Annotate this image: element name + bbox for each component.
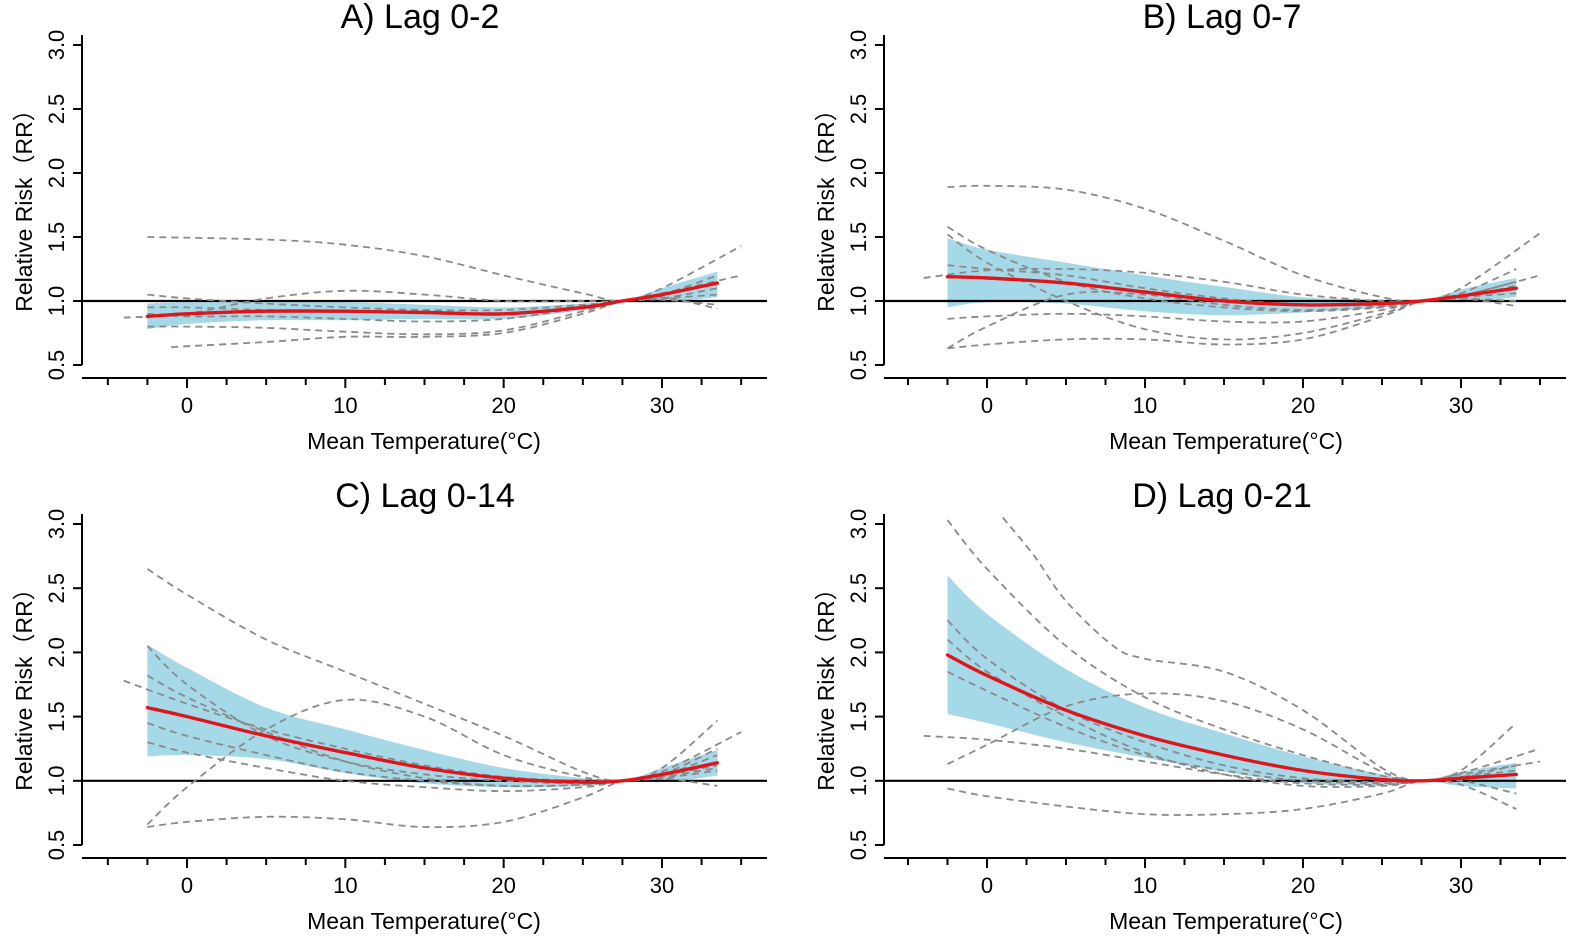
y-axis-label: Relative Risk（RR） <box>11 577 37 790</box>
y-tick-label: 0.5 <box>846 350 871 381</box>
panel-a: A) Lag 0-2 Mean Temperature(°C) Relative… <box>11 0 767 454</box>
y-axis-label: Relative Risk（RR） <box>11 98 37 311</box>
y-tick-label: 2.5 <box>846 573 871 604</box>
panel-b: B) Lag 0-7 Mean Temperature(°C) Relative… <box>813 0 1566 454</box>
y-tick-label: 2.5 <box>846 94 871 125</box>
x-axis-label: Mean Temperature(°C) <box>307 428 541 454</box>
y-tick-label: 2.0 <box>846 158 871 189</box>
y-tick-label: 3.0 <box>44 30 69 61</box>
y-tick-label: 1.5 <box>44 701 69 732</box>
y-axis-label: Relative Risk（RR） <box>813 98 839 311</box>
panel-title: B) Lag 0-7 <box>1143 0 1302 36</box>
y-tick-label: 2.0 <box>846 637 871 668</box>
panel-c: C) Lag 0-14 Mean Temperature(°C) Relativ… <box>11 477 767 934</box>
y-tick-label: 1.0 <box>846 766 871 797</box>
pooled-curve <box>945 275 1518 307</box>
x-tick-label: 0 <box>981 393 993 418</box>
y-tick-label: 1.0 <box>44 766 69 797</box>
confidence-band <box>147 271 718 330</box>
y-tick-label: 0.5 <box>44 830 69 861</box>
y-tick-label: 1.5 <box>846 222 871 253</box>
y-tick-label: 1.5 <box>846 701 871 732</box>
x-tick-label: 10 <box>333 393 357 418</box>
city-curve-1 <box>947 184 1541 303</box>
city-curve-2 <box>1002 517 1541 782</box>
y-tick-label: 2.5 <box>44 94 69 125</box>
confidence-band <box>147 644 718 788</box>
x-tick-label: 30 <box>1449 393 1473 418</box>
x-tick-label: 10 <box>333 873 357 898</box>
x-tick-label: 20 <box>491 393 515 418</box>
city-curve-6 <box>171 295 718 348</box>
x-tick-label: 10 <box>1133 393 1157 418</box>
x-tick-label: 20 <box>491 873 515 898</box>
y-tick-label: 3.0 <box>846 509 871 540</box>
confidence-band <box>947 575 1517 789</box>
y-axis-label: Relative Risk（RR） <box>813 577 839 790</box>
panel-d: D) Lag 0-21 Mean Temperature(°C) Relativ… <box>813 477 1566 934</box>
panel-title: C) Lag 0-14 <box>335 477 515 515</box>
y-tick-label: 3.0 <box>44 509 69 540</box>
city-curve-6 <box>147 776 718 829</box>
x-tick-label: 30 <box>650 873 674 898</box>
y-tick-label: 1.0 <box>846 286 871 317</box>
x-tick-label: 10 <box>1133 873 1157 898</box>
city-curve-4 <box>146 645 718 785</box>
y-tick-label: 1.0 <box>44 286 69 317</box>
city-curve-3 <box>947 226 1517 313</box>
y-tick-label: 0.5 <box>846 830 871 861</box>
pooled-curve <box>145 281 720 319</box>
x-tick-label: 20 <box>1291 393 1315 418</box>
y-tick-label: 1.5 <box>44 222 69 253</box>
pooled-curve <box>145 705 720 784</box>
city-curve-5 <box>947 290 1517 350</box>
x-tick-label: 20 <box>1291 873 1315 898</box>
city-curve-6 <box>947 779 1517 816</box>
x-tick-label: 30 <box>650 393 674 418</box>
y-tick-label: 2.0 <box>44 158 69 189</box>
city-curve-1 <box>147 236 742 303</box>
panel-title: A) Lag 0-2 <box>341 0 500 36</box>
x-axis-label: Mean Temperature(°C) <box>307 908 541 934</box>
y-tick-label: 2.0 <box>44 637 69 668</box>
pooled-curve <box>945 653 1518 783</box>
city-curve-1 <box>946 519 1517 782</box>
city-curve-7 <box>946 233 1517 341</box>
panel-title: D) Lag 0-21 <box>1132 477 1312 515</box>
x-tick-label: 0 <box>181 393 193 418</box>
y-tick-label: 3.0 <box>846 30 871 61</box>
x-tick-label: 0 <box>181 873 193 898</box>
x-tick-label: 0 <box>981 873 993 898</box>
x-tick-label: 30 <box>1449 873 1473 898</box>
confidence-band <box>947 238 1517 316</box>
city-curve-1 <box>146 568 718 782</box>
y-tick-label: 0.5 <box>44 350 69 381</box>
y-tick-label: 2.5 <box>44 573 69 604</box>
x-axis-label: Mean Temperature(°C) <box>1109 908 1343 934</box>
x-axis-label: Mean Temperature(°C) <box>1109 428 1343 454</box>
